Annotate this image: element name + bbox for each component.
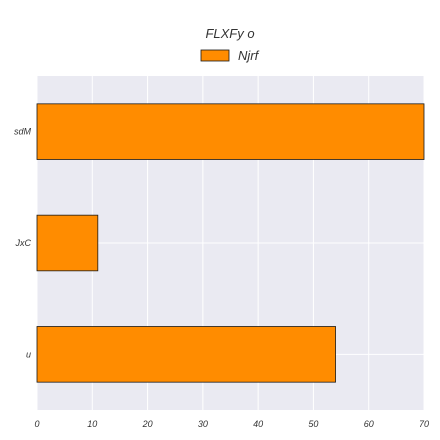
legend: Njrf [200, 48, 260, 63]
y-tick-label: u [26, 349, 31, 359]
x-tick-label: 70 [419, 419, 429, 429]
bars [36, 103, 425, 383]
x-axis-ticks: 0 10 20 30 40 50 60 70 [34, 419, 429, 429]
x-tick-label: 40 [253, 419, 263, 429]
chart-title: FLXFy o [205, 26, 254, 41]
y-axis-ticks: sdM JxC u [14, 127, 32, 360]
y-tick-label: sdM [14, 127, 32, 137]
x-tick-label: 10 [87, 419, 97, 429]
legend-label: Njrf [238, 48, 260, 63]
bar-u [36, 326, 336, 383]
y-tick-label: JxC [15, 238, 32, 248]
bar-JxC [36, 214, 99, 272]
x-tick-label: 30 [198, 419, 208, 429]
x-tick-label: 60 [364, 419, 374, 429]
x-tick-label: 50 [308, 419, 318, 429]
legend-swatch [200, 49, 230, 62]
x-tick-label: 0 [34, 419, 39, 429]
bar-sdM [36, 103, 425, 160]
x-tick-label: 20 [142, 419, 153, 429]
